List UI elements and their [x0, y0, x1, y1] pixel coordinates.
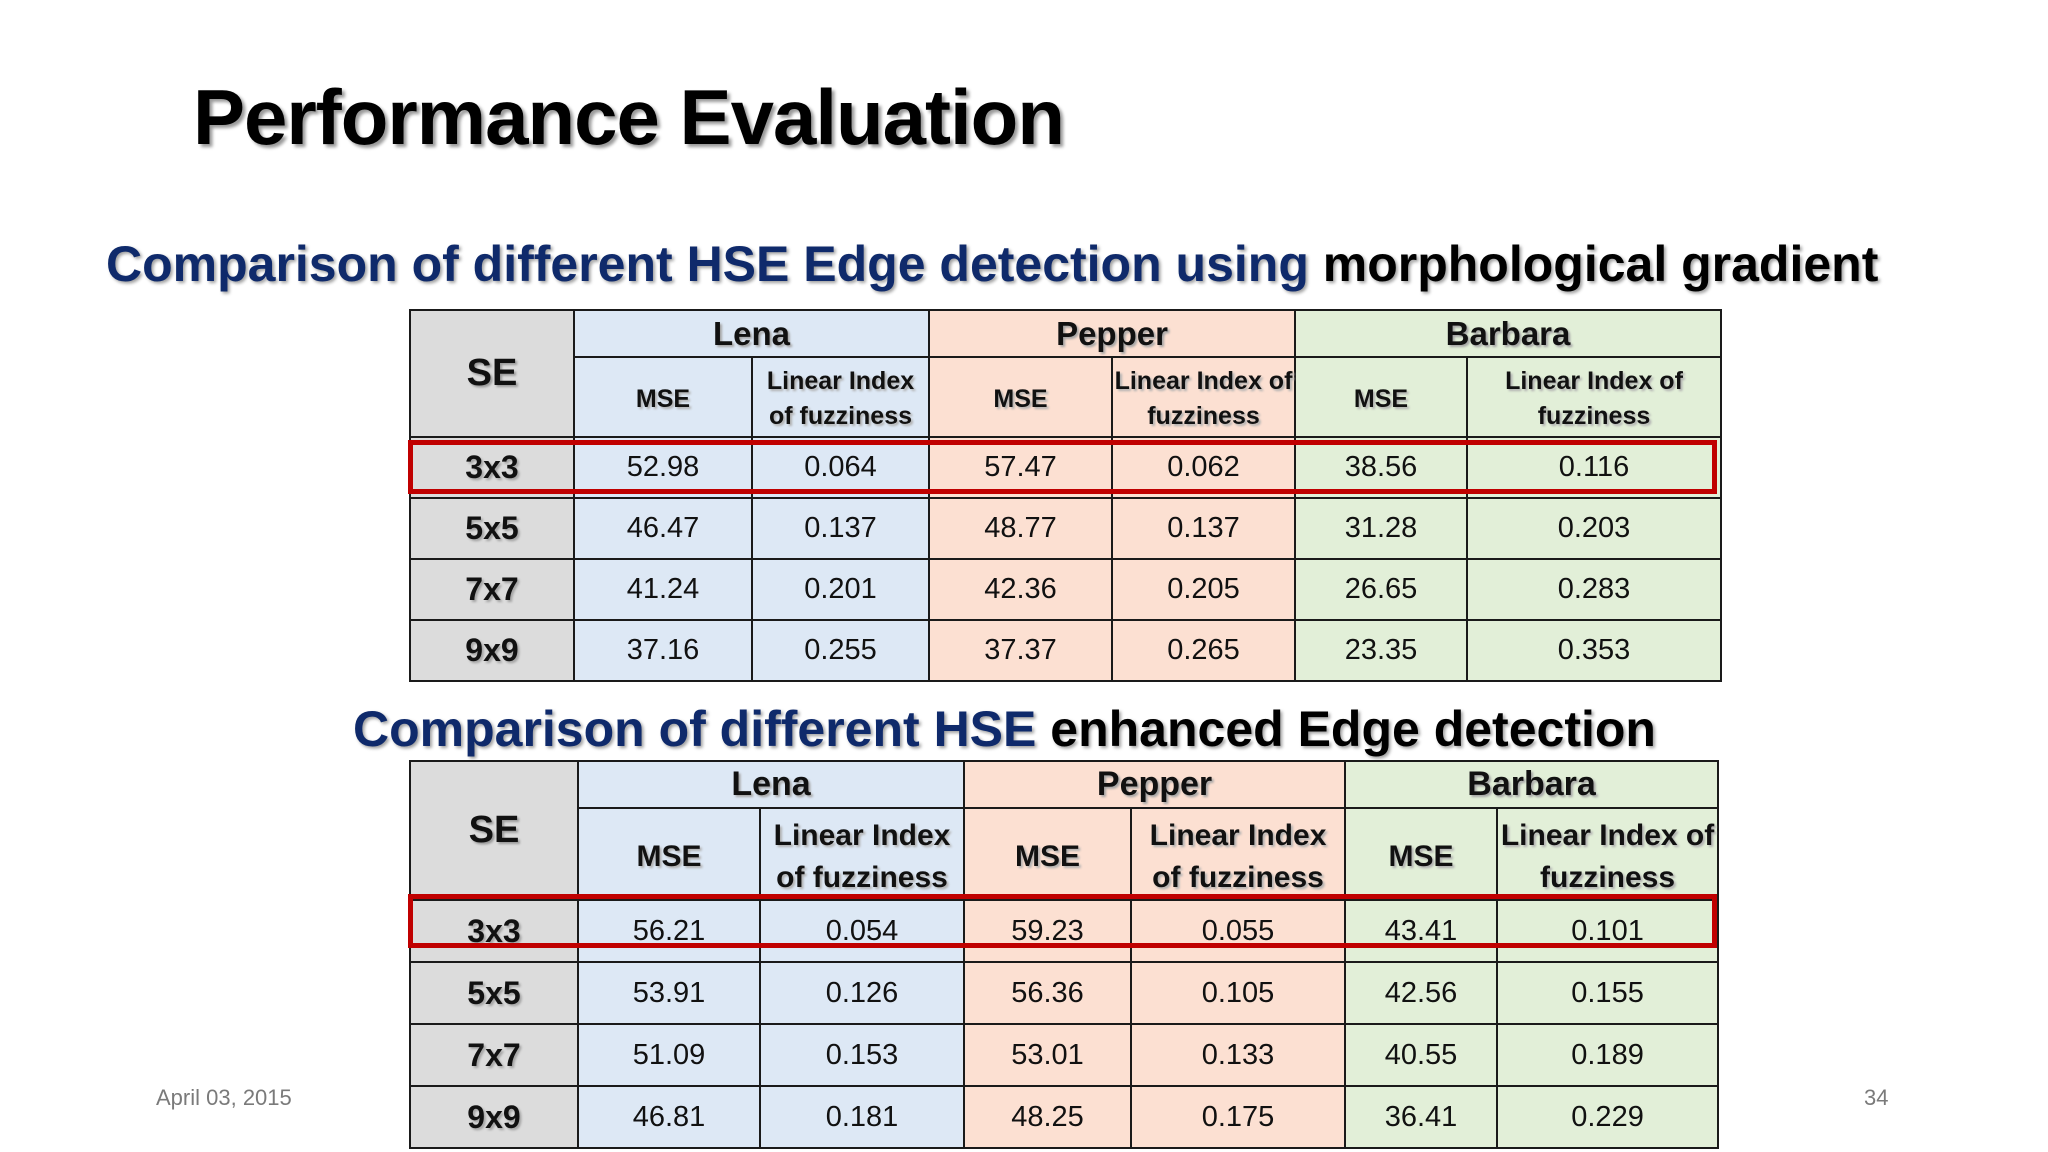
section1-subtitle-blue: Comparison of different HSE Edge detecti…: [106, 236, 1309, 292]
se-header: SE: [409, 760, 579, 901]
cell-value: 0.055: [1130, 899, 1347, 963]
cell-value: 0.105: [1130, 961, 1347, 1025]
table-row: 7x7 41.24 0.201 42.36 0.205 26.65 0.283: [409, 558, 1723, 621]
section2-subtitle: Comparison of different HSE enhanced Edg…: [353, 700, 1656, 758]
row-label: 5x5: [409, 497, 575, 560]
cell-value: 53.01: [963, 1023, 1133, 1087]
subheader-lena-fuzziness: Linear Index of fuzziness: [751, 356, 930, 438]
cell-value: 0.189: [1496, 1023, 1720, 1087]
subheader-pepper-fuzziness: Linear Index of fuzziness: [1130, 807, 1347, 901]
cell-value: 52.98: [573, 436, 753, 499]
row-label: 9x9: [409, 619, 575, 682]
group-header-barbara: Barbara: [1344, 760, 1720, 809]
results-table-enhanced-edge-detection: SE Lena Pepper Barbara MSE Linear Index …: [409, 760, 1720, 1149]
subheader-barbara-mse: MSE: [1344, 807, 1499, 901]
cell-value: 37.37: [928, 619, 1113, 682]
subheader-lena-fuzziness: Linear Index of fuzziness: [758, 807, 966, 901]
cell-value: 40.55: [1344, 1023, 1499, 1087]
cell-value: 0.133: [1130, 1023, 1347, 1087]
table-row: 9x9 37.16 0.255 37.37 0.265 23.35 0.353: [409, 619, 1723, 682]
cell-value: 51.09: [577, 1023, 761, 1087]
subheader-lena-mse: MSE: [573, 356, 753, 438]
cell-value: 42.56: [1344, 961, 1499, 1025]
subheader-barbara-fuzziness: Linear Index of fuzziness: [1496, 807, 1720, 901]
page-number: 34: [1864, 1085, 1889, 1110]
table-row: 9x9 46.81 0.181 48.25 0.175 36.41 0.229: [409, 1085, 1720, 1149]
cell-value: 48.25: [963, 1085, 1133, 1149]
cell-value: 41.24: [573, 558, 753, 621]
cell-value: 0.265: [1111, 619, 1296, 682]
table-row: 3x3 56.21 0.054 59.23 0.055 43.41 0.101: [409, 899, 1720, 963]
table-row: 5x5 46.47 0.137 48.77 0.137 31.28 0.203: [409, 497, 1723, 560]
cell-value: 0.229: [1496, 1085, 1720, 1149]
cell-value: 59.23: [963, 899, 1133, 963]
cell-value: 0.201: [751, 558, 930, 621]
cell-value: 0.175: [1130, 1085, 1347, 1149]
subheader-lena-mse: MSE: [577, 807, 761, 901]
cell-value: 26.65: [1294, 558, 1468, 621]
section1-subtitle-black: morphological gradient: [1322, 236, 1879, 292]
row-label: 7x7: [409, 1023, 579, 1087]
cell-value: 46.81: [577, 1085, 761, 1149]
row-label: 5x5: [409, 961, 579, 1025]
group-header-lena: Lena: [573, 309, 930, 358]
cell-value: 31.28: [1294, 497, 1468, 560]
cell-value: 0.054: [758, 899, 966, 963]
section2-subtitle-black: enhanced Edge detection: [1050, 701, 1656, 757]
subheader-pepper-fuzziness: Linear Index of fuzziness: [1111, 356, 1296, 438]
se-header: SE: [409, 309, 575, 438]
subheader-pepper-mse: MSE: [928, 356, 1113, 438]
row-label: 9x9: [409, 1085, 579, 1149]
table-row: 5x5 53.91 0.126 56.36 0.105 42.56 0.155: [409, 961, 1720, 1025]
cell-value: 42.36: [928, 558, 1113, 621]
cell-value: 0.153: [758, 1023, 966, 1087]
row-label: 7x7: [409, 558, 575, 621]
cell-value: 0.353: [1465, 619, 1723, 682]
row-label: 3x3: [409, 899, 579, 963]
cell-value: 43.41: [1344, 899, 1499, 963]
cell-value: 56.36: [963, 961, 1133, 1025]
cell-value: 0.283: [1465, 558, 1723, 621]
footer-date: April 03, 2015: [156, 1085, 292, 1110]
slide-title: Performance Evaluation: [193, 73, 1065, 161]
cell-value: 0.205: [1111, 558, 1296, 621]
cell-value: 46.47: [573, 497, 753, 560]
cell-value: 0.155: [1496, 961, 1720, 1025]
results-table-morphological-gradient: SE Lena Pepper Barbara MSE Linear Index …: [409, 309, 1723, 682]
cell-value: 0.255: [751, 619, 930, 682]
group-header-barbara: Barbara: [1293, 309, 1723, 358]
table-row: 3x3 52.98 0.064 57.47 0.062 38.56 0.116: [409, 436, 1723, 499]
subheader-pepper-mse: MSE: [963, 807, 1133, 901]
cell-value: 38.56: [1294, 436, 1468, 499]
cell-value: 0.062: [1111, 436, 1296, 499]
cell-value: 37.16: [573, 619, 753, 682]
subheader-barbara-fuzziness: Linear Index of fuzziness: [1465, 356, 1723, 438]
cell-value: 56.21: [577, 899, 761, 963]
cell-value: 0.116: [1465, 436, 1723, 499]
cell-value: 0.126: [758, 961, 966, 1025]
cell-value: 0.181: [758, 1085, 966, 1149]
cell-value: 0.203: [1465, 497, 1723, 560]
cell-value: 23.35: [1294, 619, 1468, 682]
row-label: 3x3: [409, 436, 575, 499]
cell-value: 0.064: [751, 436, 930, 499]
group-header-pepper: Pepper: [963, 760, 1347, 809]
section2-subtitle-blue: Comparison of different HSE: [353, 701, 1037, 757]
cell-value: 0.137: [751, 497, 930, 560]
cell-value: 48.77: [928, 497, 1113, 560]
cell-value: 0.101: [1496, 899, 1720, 963]
cell-value: 36.41: [1344, 1085, 1499, 1149]
cell-value: 53.91: [577, 961, 761, 1025]
group-header-pepper: Pepper: [928, 309, 1296, 358]
cell-value: 57.47: [928, 436, 1113, 499]
section1-subtitle: Comparison of different HSE Edge detecti…: [106, 235, 1878, 293]
table-row: 7x7 51.09 0.153 53.01 0.133 40.55 0.189: [409, 1023, 1720, 1087]
group-header-lena: Lena: [576, 760, 966, 809]
cell-value: 0.137: [1111, 497, 1296, 560]
subheader-barbara-mse: MSE: [1294, 356, 1468, 438]
